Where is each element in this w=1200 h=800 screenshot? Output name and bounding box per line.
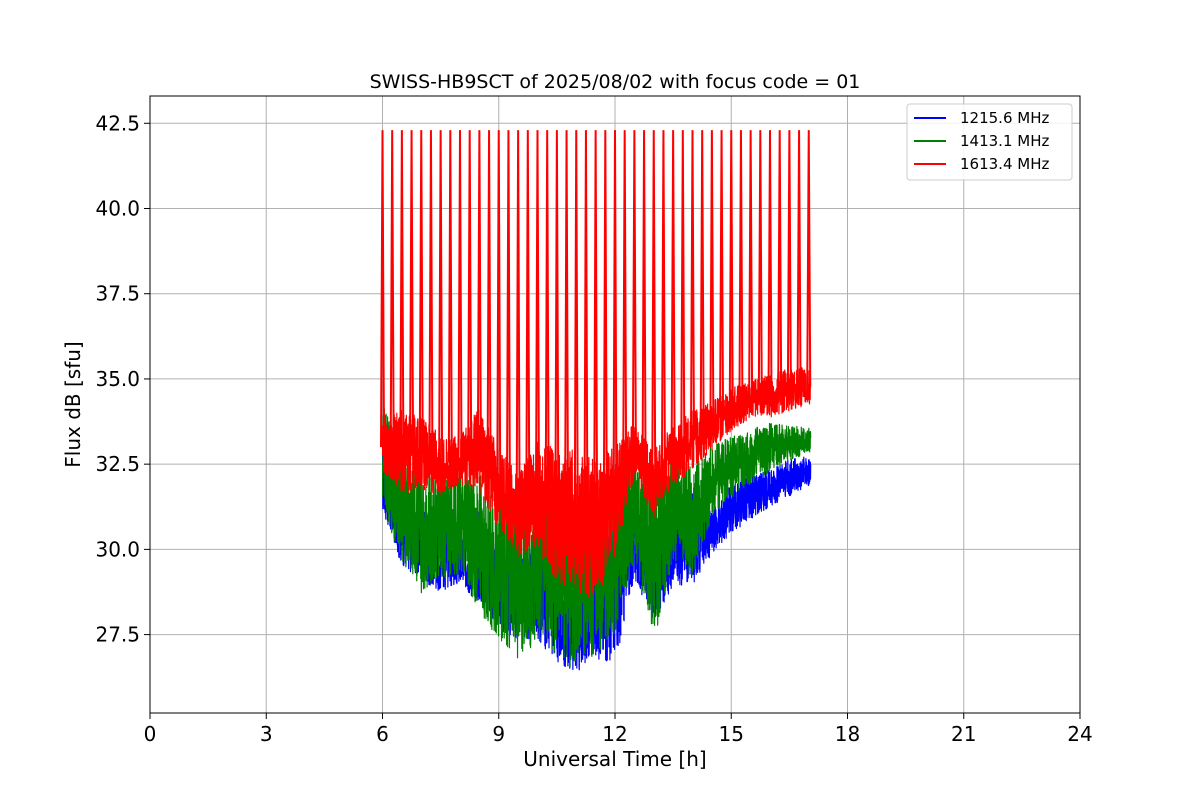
calibration-spike: [641, 130, 647, 468]
calibration-spike: [399, 130, 405, 451]
legend-label: 1215.6 MHz: [960, 109, 1049, 127]
calibration-spike: [525, 130, 531, 506]
calibration-spike: [728, 130, 734, 410]
x-tick-label: 15: [719, 722, 744, 746]
legend-label: 1613.4 MHz: [960, 155, 1049, 173]
calibration-spike: [457, 130, 463, 461]
calibration-spike: [554, 130, 560, 516]
x-axis: 0 3 6 9 12 15 18 21 24: [144, 713, 1093, 746]
x-tick-label: 24: [1067, 722, 1092, 746]
y-tick-label: 30.0: [95, 537, 140, 561]
x-axis-label: Universal Time [h]: [523, 747, 706, 771]
y-tick-label: 27.5: [95, 623, 140, 647]
calibration-spike: [505, 130, 511, 502]
plot-area: [380, 130, 812, 671]
calibration-spike: [496, 130, 502, 489]
calibration-spike: [573, 130, 579, 523]
y-tick-label: 40.0: [95, 196, 140, 220]
calibration-spike: [593, 130, 599, 529]
calibration-spike: [612, 130, 618, 502]
calibration-spike: [467, 130, 473, 456]
calibration-spike: [767, 130, 773, 396]
calibration-spike: [380, 130, 385, 448]
calibration-spike: [631, 130, 637, 451]
legend: 1215.6 MHz 1413.1 MHz 1613.4 MHz: [906, 103, 1073, 181]
chart-title: SWISS-HB9SCT of 2025/08/02 with focus co…: [370, 71, 861, 93]
calibration-spike: [535, 130, 540, 495]
y-axis: 27.5 30.0 32.5 35.0 37.5 40.0 42.5: [95, 111, 150, 647]
x-tick-label: 12: [602, 722, 627, 746]
series-layer: [380, 130, 812, 671]
calibration-spike: [690, 130, 695, 441]
calibration-spike: [709, 130, 715, 427]
calibration-spike: [583, 130, 589, 526]
calibration-spike: [564, 130, 570, 519]
y-axis-label: Flux dB [sfu]: [61, 341, 85, 467]
calibration-spike: [409, 130, 415, 453]
x-tick-label: 0: [144, 722, 157, 746]
legend-label: 1413.1 MHz: [960, 132, 1049, 150]
calibration-spike: [428, 130, 434, 460]
y-tick-label: 32.5: [95, 452, 140, 476]
y-tick-label: 37.5: [95, 282, 140, 306]
calibration-spike: [748, 130, 754, 400]
x-tick-label: 9: [492, 722, 505, 746]
calibration-spike: [651, 130, 657, 485]
calibration-spike: [796, 130, 802, 388]
calibration-spike: [738, 130, 744, 405]
calibration-spike: [680, 130, 686, 448]
x-tick-label: 18: [835, 722, 860, 746]
legend-box: [906, 103, 1073, 181]
calibration-spike: [786, 130, 792, 390]
x-tick-label: 21: [951, 722, 976, 746]
calibration-spike: [806, 130, 812, 386]
calibration-spike: [699, 130, 705, 434]
calibration-spike: [660, 130, 666, 470]
calibration-spike: [476, 130, 482, 451]
x-tick-label: 3: [260, 722, 273, 746]
calibration-spike: [438, 130, 444, 465]
calibration-spike: [670, 130, 676, 454]
calibration-spike: [544, 130, 550, 506]
calibration-spike: [515, 130, 521, 516]
calibration-spike: [418, 130, 424, 454]
calibration-spike: [757, 130, 763, 398]
y-tick-label: 42.5: [95, 111, 140, 135]
calibration-spike: [447, 130, 453, 463]
y-tick-label: 35.0: [95, 367, 140, 391]
x-tick-label: 6: [376, 722, 389, 746]
calibration-spike: [486, 130, 492, 470]
calibration-spike: [719, 130, 725, 419]
calibration-spike: [389, 130, 395, 449]
calibration-spike: [602, 130, 608, 516]
calibration-spike: [777, 130, 783, 393]
calibration-spike: [622, 130, 628, 477]
